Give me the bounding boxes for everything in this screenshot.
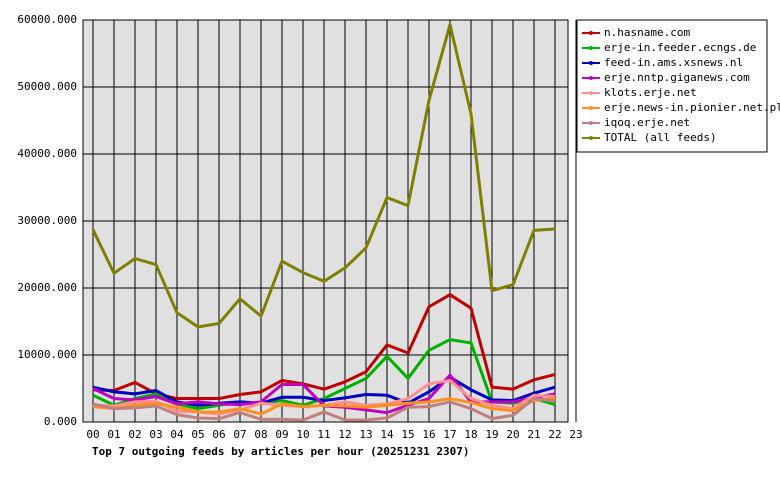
legend-label: TOTAL (all feeds) — [604, 131, 717, 144]
y-tick-label: 20000.000 — [17, 281, 77, 294]
x-tick-label: 14 — [380, 428, 394, 441]
x-tick-label: 09 — [275, 428, 288, 441]
legend-dot — [589, 121, 593, 125]
x-tick-label: 03 — [149, 428, 162, 441]
x-tick-label: 13 — [359, 428, 372, 441]
x-tick-label: 16 — [422, 428, 435, 441]
legend-dot — [589, 76, 593, 80]
legend-dot — [589, 46, 593, 50]
legend-label: erje-in.feeder.ecngs.de — [604, 41, 756, 54]
legend-label: erje.nntp.giganews.com — [604, 71, 750, 84]
legend-label: n.hasname.com — [604, 26, 690, 39]
y-tick-label: 50000.000 — [17, 80, 77, 93]
x-tick-label: 15 — [401, 428, 414, 441]
x-tick-label: 10 — [296, 428, 309, 441]
legend-dot — [589, 136, 593, 140]
x-tick-label: 07 — [233, 428, 246, 441]
x-tick-label: 01 — [107, 428, 120, 441]
legend-dot — [589, 91, 593, 95]
x-tick-label: 18 — [464, 428, 477, 441]
x-tick-label: 22 — [548, 428, 561, 441]
x-tick-label: 17 — [443, 428, 456, 441]
x-tick-label: 08 — [254, 428, 267, 441]
x-tick-label: 00 — [86, 428, 99, 441]
x-tick-label: 19 — [485, 428, 498, 441]
legend-dot — [589, 106, 593, 110]
chart-title: Top 7 outgoing feeds by articles per hou… — [92, 445, 470, 458]
legend-label: iqoq.erje.net — [604, 116, 690, 129]
series-line — [92, 397, 556, 422]
legend-dot — [589, 61, 593, 65]
legend-label: erje.news-in.pionier.net.pl — [604, 101, 780, 114]
x-tick-label: 21 — [527, 428, 540, 441]
x-tick-label: 06 — [212, 428, 225, 441]
x-tick-label: 02 — [128, 428, 141, 441]
x-tick-label: 11 — [317, 428, 330, 441]
series-line — [92, 397, 556, 416]
legend-label: feed-in.ams.xsnews.nl — [604, 56, 743, 69]
y-tick-label: 30000.000 — [17, 214, 77, 227]
x-tick-label: 20 — [506, 428, 519, 441]
x-tick-label: 05 — [191, 428, 204, 441]
legend-dot — [589, 31, 593, 35]
legend-box — [576, 19, 768, 153]
legend-label: klots.erje.net — [604, 86, 697, 99]
x-tick-label: 12 — [338, 428, 351, 441]
series-line — [91, 23, 556, 329]
y-tick-label: 0.000 — [44, 415, 77, 428]
y-tick-label: 40000.000 — [17, 147, 77, 160]
y-tick-label: 60000.000 — [17, 13, 77, 26]
x-tick-label: 23 — [569, 428, 582, 441]
y-tick-label: 10000.000 — [17, 348, 77, 361]
x-tick-label: 04 — [170, 428, 184, 441]
series-line — [92, 375, 556, 407]
